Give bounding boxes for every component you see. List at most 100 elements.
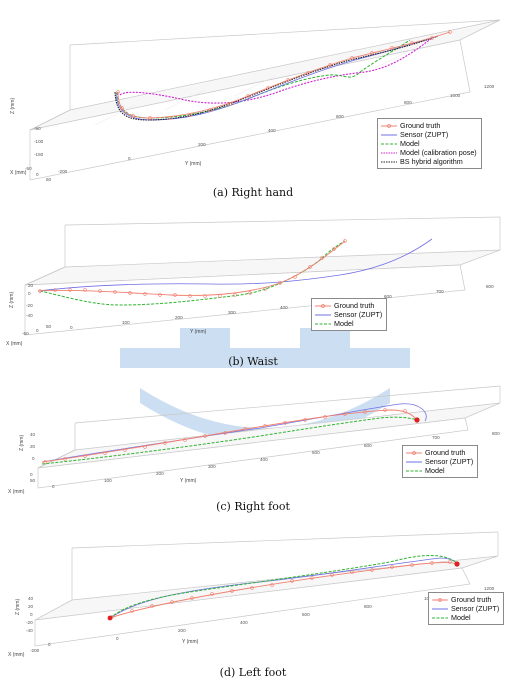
y-tick: 200 <box>156 471 164 476</box>
plot-right-hand: -50 -100 -150 -50 0 50 -200 0 200 400 60… <box>10 19 501 182</box>
legend-item-bs-hybrid: BS hybrid algorithm <box>381 157 463 166</box>
y-axis-label: Y (mm) <box>190 329 207 335</box>
plot-box <box>24 216 501 336</box>
x-axis-label: X (mm) <box>6 341 23 347</box>
z-axis-label: Z (mm) <box>9 292 15 308</box>
x-tick: 0 <box>30 472 33 477</box>
legend-item-sensor: Sensor (ZUPT) <box>406 457 474 466</box>
x-tick: -50 <box>22 331 29 336</box>
x-tick: 50 <box>30 478 36 483</box>
z-tick: -40 <box>26 313 33 318</box>
series-model <box>39 240 346 306</box>
z-axis-label: Z (mm) <box>15 599 21 615</box>
plot-waist: 20 0 -20 -40 -50 0 50 0 100 200 300 400 … <box>6 216 501 347</box>
caption-right-hand: (a) Right hand <box>212 186 294 199</box>
y-tick: 1200 <box>484 84 495 89</box>
y-tick: 100 <box>122 320 130 325</box>
figure-panel-right-foot: 40 20 0 0 50 0 100 200 300 400 500 600 7… <box>0 378 506 523</box>
z-tick: -150 <box>34 152 44 157</box>
y-tick: 300 <box>208 464 216 469</box>
x-tick: -50 <box>25 166 32 171</box>
y-tick: 600 <box>336 114 344 119</box>
z-tick: -100 <box>34 139 44 144</box>
z-tick: -20 <box>26 620 33 625</box>
legend-item-sensor: Sensor (ZUPT) <box>315 310 383 319</box>
series-model <box>41 416 419 465</box>
ground-truth-markers <box>116 30 452 120</box>
series-ground-truth <box>117 31 451 119</box>
z-tick: 20 <box>28 604 34 609</box>
y-tick: 800 <box>492 431 500 436</box>
z-tick: 40 <box>30 432 36 437</box>
x-tick: 0 <box>48 642 51 647</box>
series-model-calibration <box>119 37 433 104</box>
series-ground-truth <box>109 562 459 619</box>
y-tick: 200 <box>175 315 183 320</box>
x-axis-label: X (mm) <box>8 489 25 495</box>
y-tick: 1200 <box>484 586 495 591</box>
figure-panel-waist: 20 0 -20 -40 -50 0 50 0 100 200 300 400 … <box>0 205 506 375</box>
z-tick: -50 <box>34 126 41 131</box>
z-axis-label: Z (mm) <box>19 435 25 451</box>
legend-item-model: Model <box>315 319 354 328</box>
y-tick: -200 <box>58 169 68 174</box>
series-sensor <box>37 238 433 292</box>
series-sensor <box>41 403 427 463</box>
z-tick: 0 <box>32 456 35 461</box>
legend-right-foot: Ground truth Sensor (ZUPT) Model <box>402 445 479 478</box>
y-tick: 600 <box>302 612 310 617</box>
y-tick: 800 <box>364 604 372 609</box>
series-ground-truth <box>37 240 346 296</box>
z-tick: 20 <box>30 444 36 449</box>
legend-item-ground-truth: Ground truth <box>432 595 499 604</box>
x-tick: 0 <box>36 328 39 333</box>
caption-right-foot: (c) Right foot <box>216 500 290 513</box>
plot-box <box>37 385 501 489</box>
y-tick: 0 <box>70 325 73 330</box>
y-tick: 700 <box>432 435 440 440</box>
legend-item-model: Model <box>381 139 420 148</box>
y-tick: 0 <box>116 636 119 641</box>
start-marker <box>107 615 113 621</box>
ground-truth-markers <box>38 239 347 298</box>
ground-truth-markers <box>43 408 407 464</box>
y-tick: 400 <box>240 620 248 625</box>
y-tick: 800 <box>404 100 412 105</box>
legend-item-ground-truth: Ground truth <box>315 301 382 310</box>
x-tick: -200 <box>30 648 40 653</box>
y-tick: 400 <box>268 128 276 133</box>
legend-right-hand: Ground truth Sensor (ZUPT) Model Model (… <box>377 118 482 169</box>
x-tick: 50 <box>46 177 52 182</box>
plot-left-foot: 40 20 0 -20 -40 -200 0 0 200 400 600 800… <box>8 531 499 658</box>
legend-item-ground-truth: Ground truth <box>381 121 477 130</box>
plot-right-foot: 40 20 0 0 50 0 100 200 300 400 500 600 7… <box>8 385 501 495</box>
legend-item-ground-truth: Ground truth <box>406 448 473 457</box>
x-tick: 0 <box>36 172 39 177</box>
legend-item-sensor: Sensor (ZUPT) <box>432 604 500 613</box>
y-axis-label: Y (mm) <box>182 639 199 645</box>
legend-item-sensor: Sensor (ZUPT) <box>381 130 449 139</box>
y-tick: 700 <box>436 289 444 294</box>
z-tick: 0 <box>28 291 31 296</box>
y-tick: 200 <box>198 142 206 147</box>
series-bs-hybrid <box>114 35 439 121</box>
x-axis-label: X (mm) <box>8 652 25 658</box>
legend-left-foot: Ground truth Sensor (ZUPT) Model <box>428 592 505 625</box>
figure-panel-left-foot: 40 20 0 -20 -40 -200 0 0 200 400 600 800… <box>0 528 506 683</box>
legend-item-model: Model <box>406 466 445 475</box>
legend-item-model: Model <box>432 613 471 622</box>
plot-box <box>29 19 501 181</box>
y-tick: 600 <box>364 443 372 448</box>
z-tick: 40 <box>28 596 34 601</box>
series-model <box>109 555 459 619</box>
caption-waist: (b) Waist <box>228 355 278 368</box>
y-tick: 400 <box>260 457 268 462</box>
z-axis-label: Z (mm) <box>10 98 16 114</box>
x-tick: 50 <box>46 324 52 329</box>
figure-panel-right-hand: -50 -100 -150 -50 0 50 -200 0 200 400 60… <box>0 0 506 200</box>
y-tick: 0 <box>128 156 131 161</box>
y-tick: 100 <box>104 478 112 483</box>
y-axis-label: Y (mm) <box>185 161 202 167</box>
endpoint-marker <box>454 561 460 567</box>
y-tick: 800 <box>486 284 494 289</box>
